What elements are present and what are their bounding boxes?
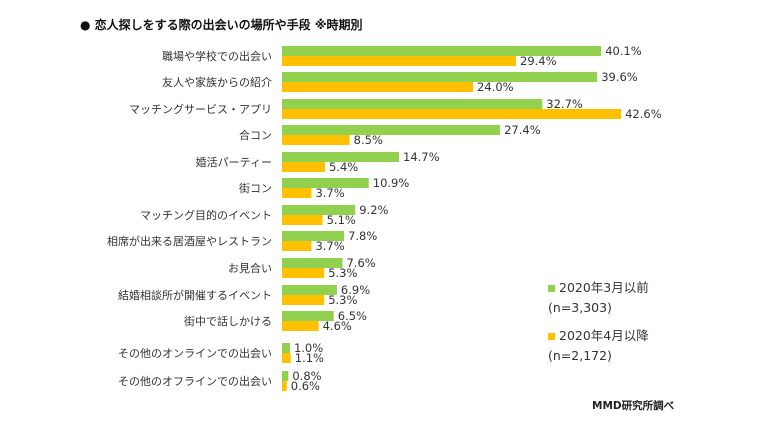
bar-before — [282, 205, 356, 215]
data-label: 7.8% — [348, 229, 377, 243]
category-label: 友人や家族からの紹介 — [162, 75, 272, 89]
bar-after — [282, 321, 319, 331]
bar-before — [282, 46, 602, 56]
category-label: マッチングサービス・アプリ — [129, 102, 272, 116]
data-label: 5.4% — [329, 160, 358, 174]
legend-item-after: 2020年4月以降 (n=2,172) — [548, 326, 649, 366]
data-label: 10.9% — [373, 176, 410, 190]
data-label: 29.4% — [520, 54, 557, 68]
legend-item-before: 2020年3月以前 (n=3,303) — [548, 278, 649, 318]
legend-label: 2020年3月以前 — [559, 280, 649, 295]
data-label: 3.7% — [315, 239, 344, 253]
category-label: 結婚相談所が開催するイベント — [118, 288, 272, 302]
category-label: 職場や学校での出会い — [162, 49, 272, 63]
data-label: 9.2% — [359, 203, 388, 217]
legend-sample-size: (n=2,172) — [548, 348, 612, 363]
bar-before — [282, 343, 290, 353]
data-label: 1.1% — [295, 351, 324, 365]
bar-before — [282, 258, 343, 268]
bar-before — [282, 178, 369, 188]
bar-before — [282, 371, 289, 381]
bar-after — [282, 188, 312, 198]
source-note: MMD研究所調べ — [592, 400, 675, 412]
category-label: その他のオフラインでの出会い — [118, 374, 272, 388]
bar-before — [282, 72, 598, 82]
bar-after — [282, 215, 323, 225]
category-label: 合コン — [239, 128, 272, 142]
legend-sample-size: (n=3,303) — [548, 300, 612, 315]
bar-before — [282, 285, 337, 295]
bar-after — [282, 381, 287, 391]
data-label: 0.8% — [292, 369, 321, 383]
data-label: 5.3% — [328, 266, 357, 280]
category-label: お見合い — [228, 261, 272, 275]
data-label: 7.6% — [346, 256, 375, 270]
category-label: 相席が出来る居酒屋やレストラン — [107, 234, 272, 248]
data-label: 5.3% — [328, 293, 357, 307]
data-label: 39.6% — [601, 70, 638, 84]
bar-after — [282, 268, 325, 278]
bar-after — [282, 241, 312, 251]
category-label: 街コン — [239, 181, 272, 195]
category-label: その他のオンラインでの出会い — [118, 346, 272, 360]
data-label: 0.6% — [291, 379, 320, 393]
data-label: 1.0% — [294, 341, 323, 355]
chart-title: ● 恋人探しをする際の出会いの場所や手段 ※時期別 — [80, 18, 363, 32]
data-label: 32.7% — [546, 97, 583, 111]
data-label: 14.7% — [403, 150, 440, 164]
data-label: 40.1% — [605, 44, 642, 58]
bar-after — [282, 295, 325, 305]
bar-before — [282, 231, 345, 241]
legend-label: 2020年4月以降 — [559, 328, 649, 343]
data-label: 42.6% — [625, 107, 662, 121]
data-label: 6.9% — [341, 283, 370, 297]
bar-before — [282, 311, 334, 321]
bar-after — [282, 135, 350, 145]
legend-swatch-green — [548, 285, 555, 292]
bar-before — [282, 125, 501, 135]
bar-after — [282, 56, 517, 66]
bar-after — [282, 82, 474, 92]
bar-before — [282, 152, 400, 162]
data-label: 27.4% — [504, 123, 541, 137]
data-label: 24.0% — [477, 80, 514, 94]
bar-before — [282, 99, 543, 109]
category-label: 婚活パーティー — [196, 155, 272, 169]
data-label: 3.7% — [315, 186, 344, 200]
data-label: 5.1% — [327, 213, 356, 227]
bar-after — [282, 109, 622, 119]
legend-swatch-yellow — [548, 333, 555, 340]
category-label: マッチング目的のイベント — [140, 208, 272, 222]
category-label: 街中で話しかける — [184, 314, 272, 328]
data-label: 8.5% — [354, 133, 383, 147]
bar-after — [282, 162, 325, 172]
data-label: 6.5% — [338, 309, 367, 323]
data-label: 4.6% — [323, 319, 352, 333]
bar-after — [282, 353, 291, 363]
